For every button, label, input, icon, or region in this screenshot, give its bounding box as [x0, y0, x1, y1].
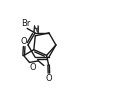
Text: O: O: [21, 37, 27, 46]
Text: O: O: [30, 63, 37, 72]
Text: O: O: [46, 74, 52, 83]
Text: H: H: [33, 25, 39, 34]
Text: Br: Br: [22, 19, 31, 28]
Text: N: N: [32, 26, 39, 35]
